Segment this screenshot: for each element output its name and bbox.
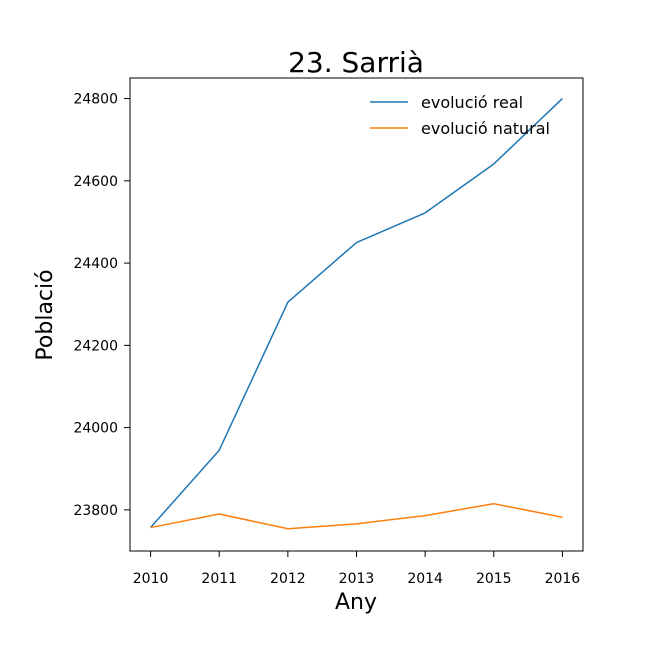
y-axis-label: Població bbox=[33, 269, 58, 360]
series-lines bbox=[150, 98, 563, 530]
y-tick-label: 24800 bbox=[73, 92, 118, 108]
series-line-natural bbox=[150, 502, 563, 530]
plot-frame bbox=[129, 77, 584, 552]
legend: evolució real evolució natural bbox=[370, 93, 550, 138]
x-tick-label: 2013 bbox=[339, 571, 375, 587]
series-line-real bbox=[150, 98, 563, 529]
legend-label-natural: evolució natural bbox=[421, 119, 550, 138]
x-tick-label: 2014 bbox=[407, 571, 443, 587]
x-axis-ticks: 2010 2011 2012 2013 2014 2015 2016 bbox=[133, 551, 581, 587]
chart-title: 23. Sarrià bbox=[288, 46, 424, 79]
y-tick-label: 24000 bbox=[73, 421, 118, 437]
x-tick-label: 2015 bbox=[476, 571, 512, 587]
x-tick-label: 2010 bbox=[133, 571, 169, 587]
x-axis-label: Any bbox=[335, 590, 377, 615]
x-tick-label: 2016 bbox=[545, 571, 581, 587]
y-tick-label: 23800 bbox=[73, 503, 118, 519]
x-tick-label: 2011 bbox=[201, 571, 237, 587]
y-tick-label: 24400 bbox=[73, 256, 118, 272]
y-tick-label: 24200 bbox=[73, 338, 118, 354]
y-tick-label: 24600 bbox=[73, 174, 118, 190]
y-axis-ticks: 23800 24000 24200 24400 24600 24800 bbox=[73, 92, 130, 519]
legend-label-real: evolució real bbox=[421, 93, 523, 112]
x-tick-label: 2012 bbox=[270, 571, 306, 587]
